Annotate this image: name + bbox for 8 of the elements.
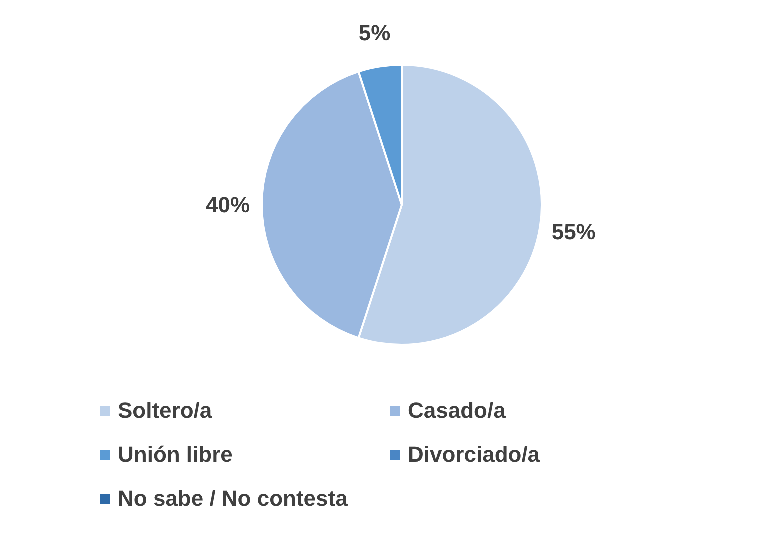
legend-label: Unión libre [118, 442, 233, 468]
data-label: 55% [552, 220, 596, 245]
data-label: 40% [206, 192, 250, 218]
legend-label: No sabe / No contesta [118, 486, 348, 512]
legend-label: Casado/a [408, 398, 506, 424]
data-label: 5% [358, 20, 391, 46]
legend-label: Soltero/a [118, 398, 212, 424]
legend-label: Divorciado/a [408, 442, 540, 468]
